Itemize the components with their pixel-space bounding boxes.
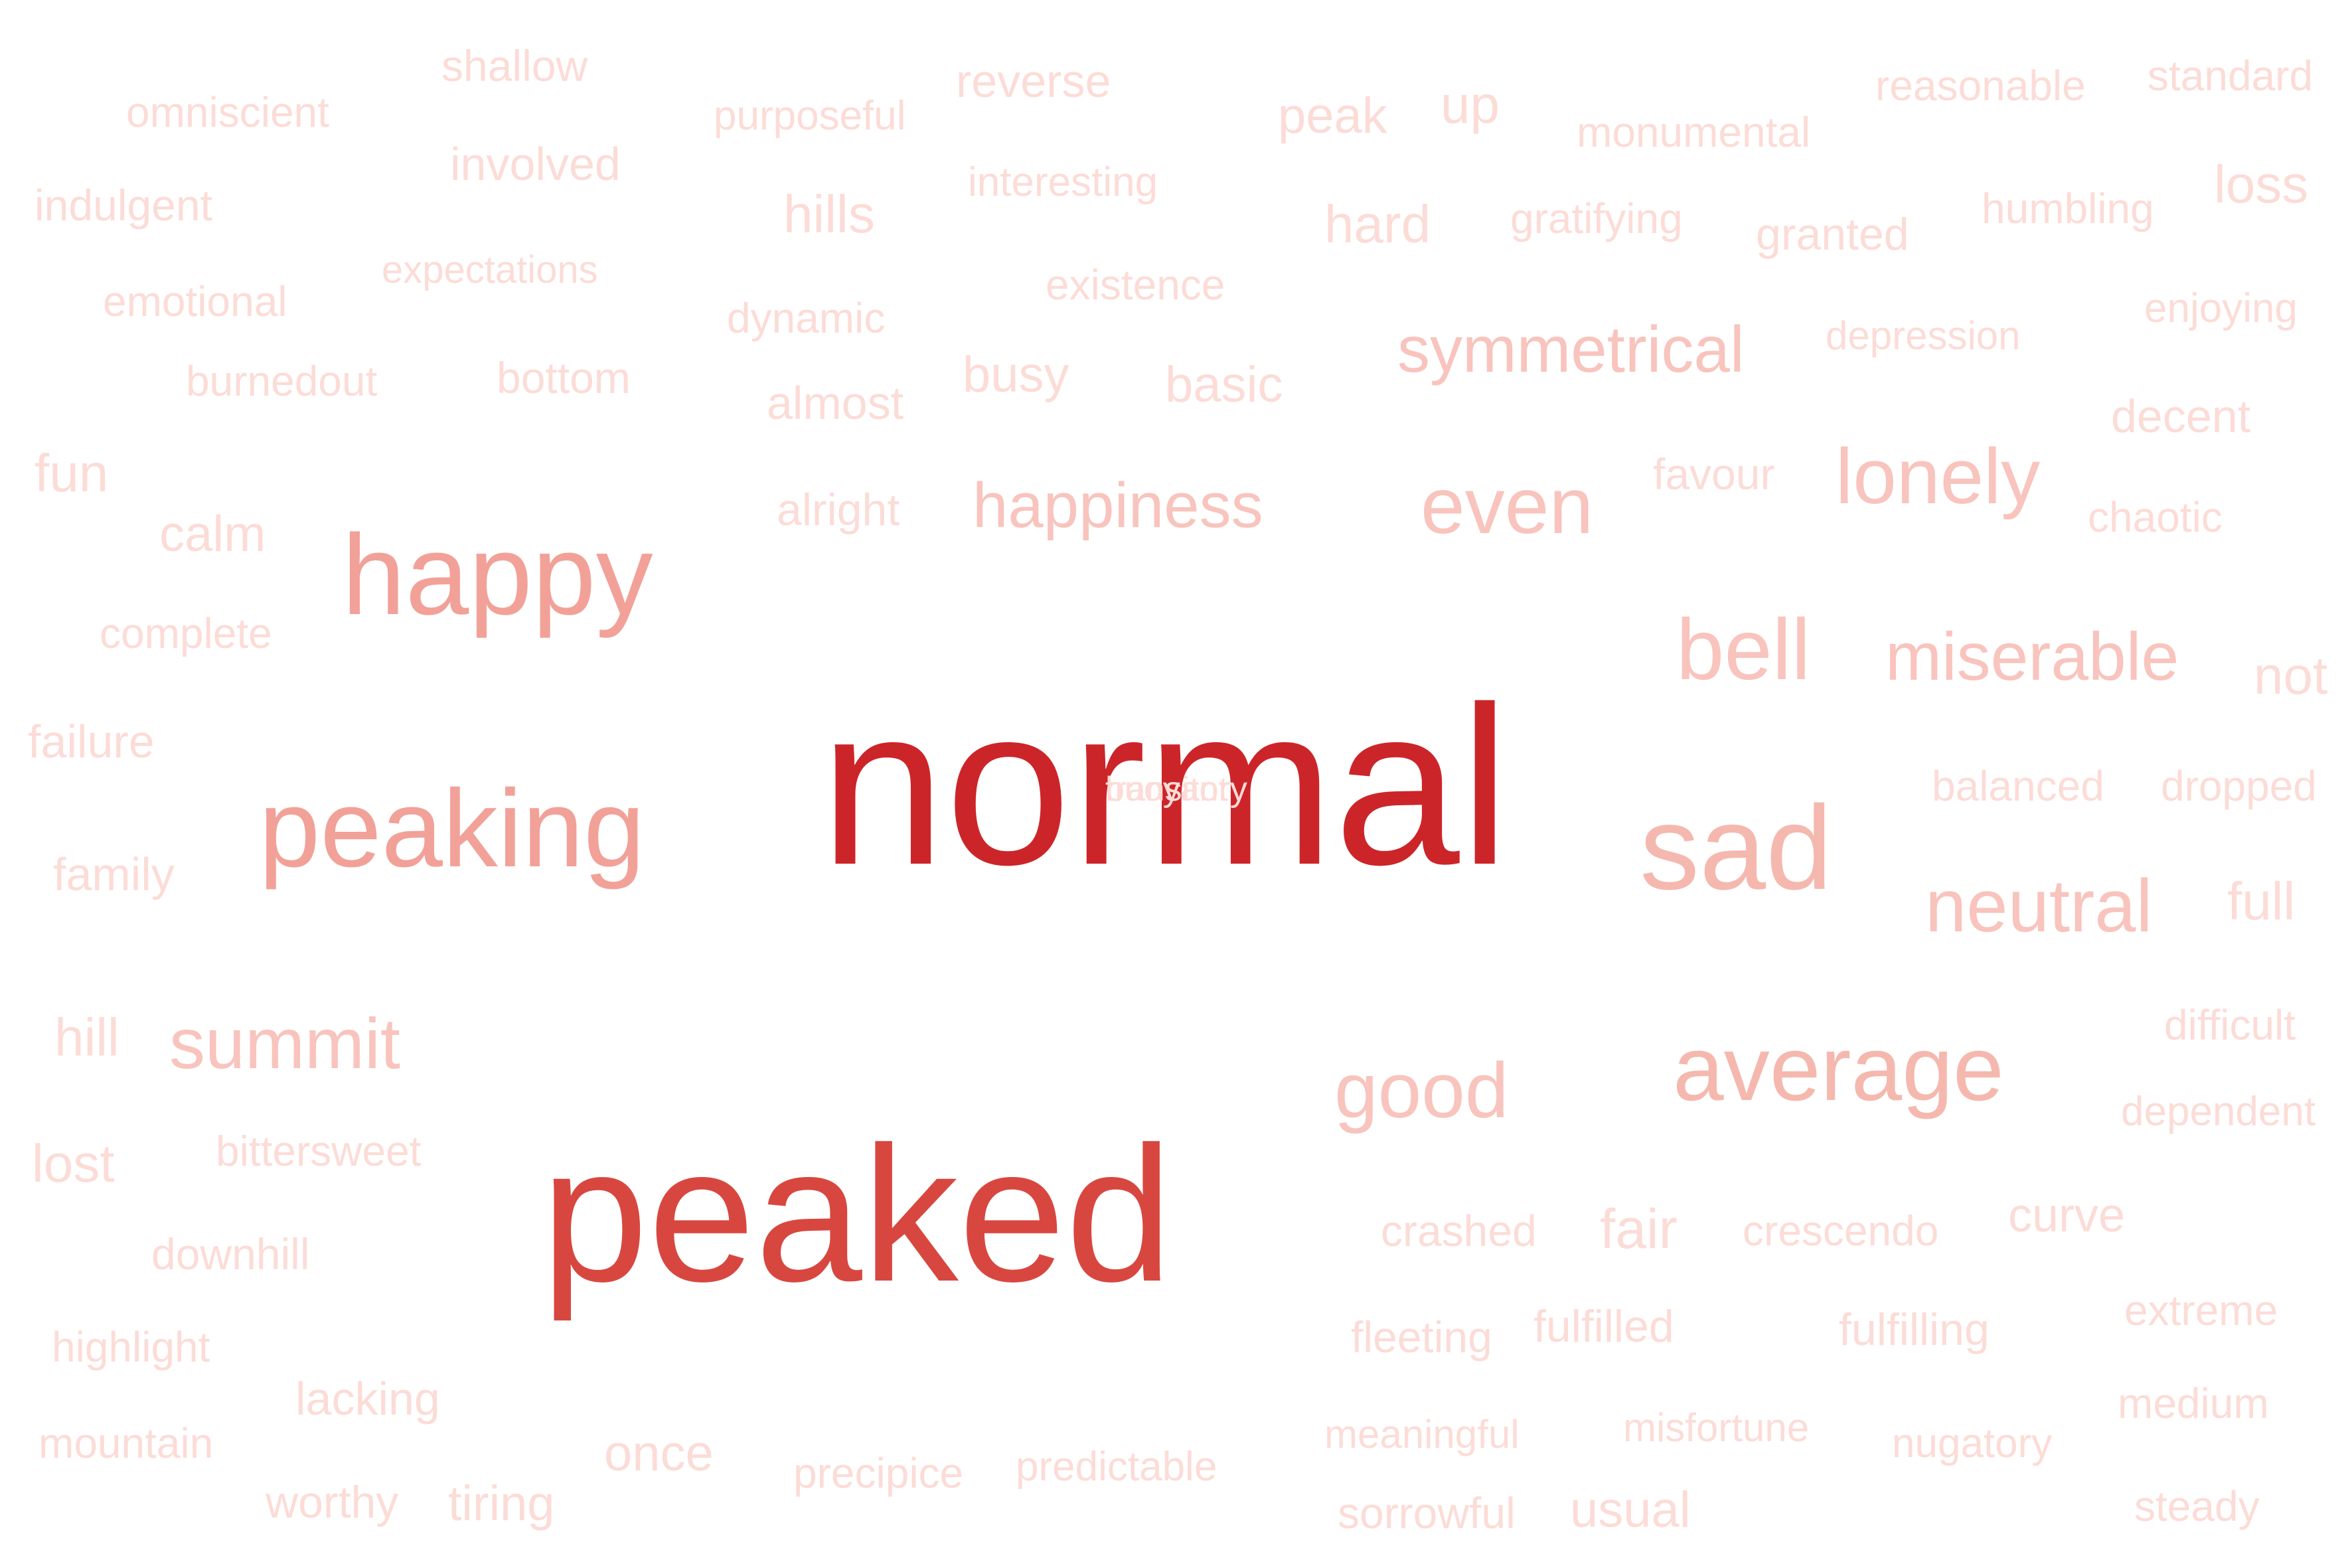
word: reverse — [956, 55, 1111, 107]
word: predictable — [1016, 1444, 1217, 1490]
word: omniscient — [126, 88, 329, 136]
word: loss — [2214, 155, 2309, 214]
word: lacking — [295, 1373, 440, 1425]
word: even — [1421, 461, 1594, 550]
word: once — [604, 1425, 714, 1482]
word: bittersweet — [216, 1127, 422, 1175]
word: dynamic — [727, 294, 886, 342]
word: curve — [2008, 1189, 2126, 1242]
word: hill — [54, 1008, 119, 1067]
word: failure — [28, 716, 155, 767]
word: symmetrical — [1397, 313, 1745, 386]
word: involved — [450, 138, 621, 190]
word: full — [2227, 872, 2296, 931]
word: steady — [2134, 1482, 2260, 1530]
word: reasonable — [1875, 62, 2086, 110]
word: fulfilling — [1839, 1304, 1990, 1355]
word: fulfilled — [1533, 1301, 1674, 1352]
word: sad — [1640, 781, 1833, 915]
word: tiring — [448, 1476, 555, 1531]
word: happy — [342, 511, 653, 639]
word: almost — [767, 377, 904, 429]
word: basic — [1165, 356, 1283, 413]
word: not — [2254, 646, 2328, 705]
word: normal — [820, 660, 1510, 912]
word: indulgent — [35, 181, 212, 230]
word: hard — [1324, 195, 1431, 254]
word: dependent — [2121, 1089, 2316, 1135]
word: average — [1673, 1018, 2004, 1120]
word: busy — [963, 347, 1069, 403]
word: dropped — [2161, 762, 2317, 810]
word: decent — [2111, 390, 2251, 442]
word: nugatory — [1892, 1421, 2053, 1466]
word: crescendo — [1743, 1207, 1939, 1255]
word: chaotic — [2088, 493, 2223, 541]
word: extreme — [2124, 1287, 2278, 1334]
word: purposeful — [714, 93, 906, 139]
word: bell — [1676, 601, 1811, 698]
word: crashed — [1381, 1206, 1537, 1255]
word: meaningful — [1324, 1412, 1520, 1456]
word: enjoying — [2144, 285, 2298, 331]
word: granted — [1756, 209, 1909, 260]
word: medium — [2118, 1379, 2269, 1427]
word: depression — [1826, 313, 2021, 358]
word: interesting — [968, 159, 1158, 205]
word: worthy — [266, 1477, 399, 1528]
word: monumental — [1577, 108, 1811, 156]
word: peaking — [259, 767, 645, 890]
word: sorrowful — [1338, 1488, 1516, 1537]
word: usual — [1570, 1482, 1691, 1538]
word: downhill — [151, 1229, 310, 1279]
word: neutral — [1925, 864, 2153, 947]
word: misfortune — [1623, 1405, 1810, 1450]
word: up — [1441, 75, 1500, 134]
word: good — [1334, 1047, 1509, 1135]
word: precipice — [793, 1449, 964, 1497]
word: balanced — [1932, 762, 2104, 810]
word: fleeting — [1351, 1312, 1492, 1362]
word: existence — [1046, 261, 1225, 309]
word: burnedout — [186, 357, 378, 405]
word: fair — [1600, 1198, 1678, 1260]
word: gratifying — [1510, 195, 1683, 242]
word: miserable — [1885, 619, 2179, 694]
word: complete — [100, 609, 272, 657]
word: alright — [777, 485, 900, 535]
word: standard — [2148, 52, 2313, 100]
word: shallow — [441, 41, 588, 90]
word: hills — [783, 185, 875, 244]
word: difficult — [2164, 1001, 2296, 1049]
word: lonely — [1836, 433, 2041, 520]
word: fun — [35, 443, 109, 503]
word: family — [53, 848, 175, 900]
word: mountain — [39, 1419, 214, 1467]
word: lost — [32, 1134, 115, 1193]
word: bottom — [497, 353, 631, 402]
word: calm — [159, 506, 266, 562]
word: buoyant — [1105, 770, 1229, 809]
word: peaked — [541, 1107, 1173, 1322]
word: favour — [1653, 449, 1775, 499]
word: transitory — [1105, 770, 1247, 809]
word: humbling — [1982, 185, 2154, 232]
word: summit — [169, 1003, 400, 1083]
word: emotional — [103, 277, 287, 325]
word: peak — [1278, 88, 1387, 144]
word: highlight — [52, 1323, 210, 1371]
word: expectations — [382, 248, 598, 291]
word: happiness — [973, 470, 1263, 541]
